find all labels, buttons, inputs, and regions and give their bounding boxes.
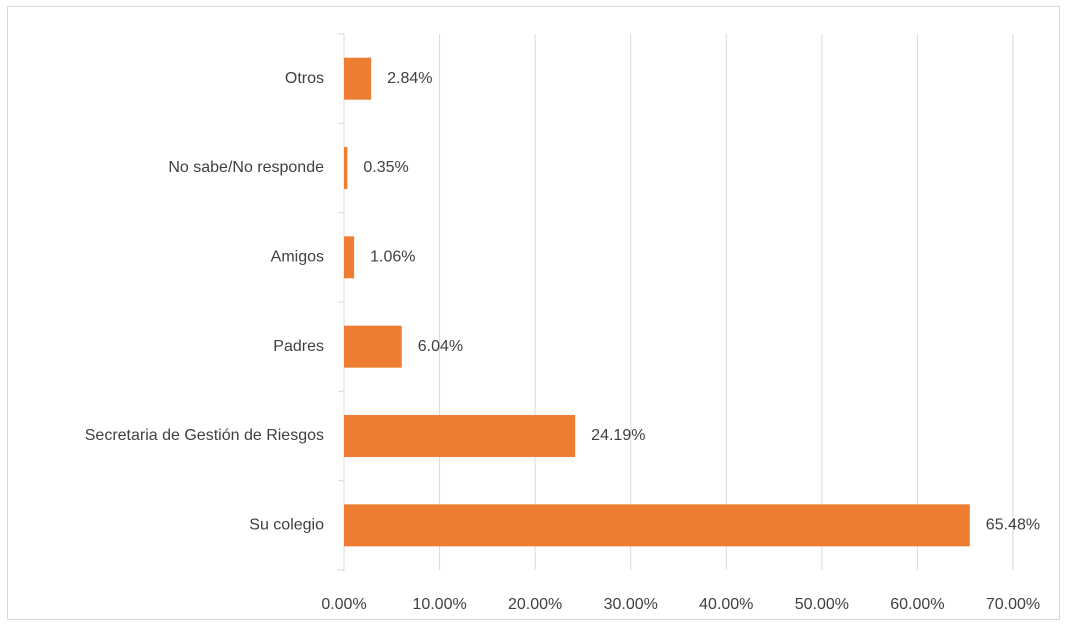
y-tick-label: Su colegio bbox=[249, 517, 324, 534]
bar bbox=[344, 57, 372, 100]
data-label: 0.35% bbox=[363, 159, 408, 176]
y-tick-label: Otros bbox=[285, 70, 324, 87]
data-label: 6.04% bbox=[418, 338, 463, 355]
data-label: 65.48% bbox=[986, 517, 1040, 534]
bar bbox=[344, 147, 348, 189]
data-label: 24.19% bbox=[591, 427, 645, 444]
y-tick-label: No sabe/No responde bbox=[168, 159, 324, 176]
x-tick-label: 0.00% bbox=[321, 596, 366, 613]
bar bbox=[344, 504, 970, 547]
bar bbox=[344, 325, 402, 368]
x-tick-label: 60.00% bbox=[890, 596, 944, 613]
y-tick-label: Secretaria de Gestión de Riesgos bbox=[85, 427, 324, 444]
x-tick-label: 40.00% bbox=[699, 596, 753, 613]
data-label: 1.06% bbox=[370, 249, 415, 266]
data-label: 2.84% bbox=[387, 70, 432, 87]
bar bbox=[344, 415, 576, 457]
y-tick-label: Amigos bbox=[271, 249, 324, 266]
x-tick-label: 50.00% bbox=[795, 596, 849, 613]
y-tick-label: Padres bbox=[273, 338, 324, 355]
x-tick-label: 10.00% bbox=[412, 596, 466, 613]
x-tick-label: 30.00% bbox=[604, 596, 658, 613]
bar bbox=[344, 236, 355, 279]
x-tick-label: 20.00% bbox=[508, 596, 562, 613]
x-tick-label: 70.00% bbox=[986, 596, 1040, 613]
